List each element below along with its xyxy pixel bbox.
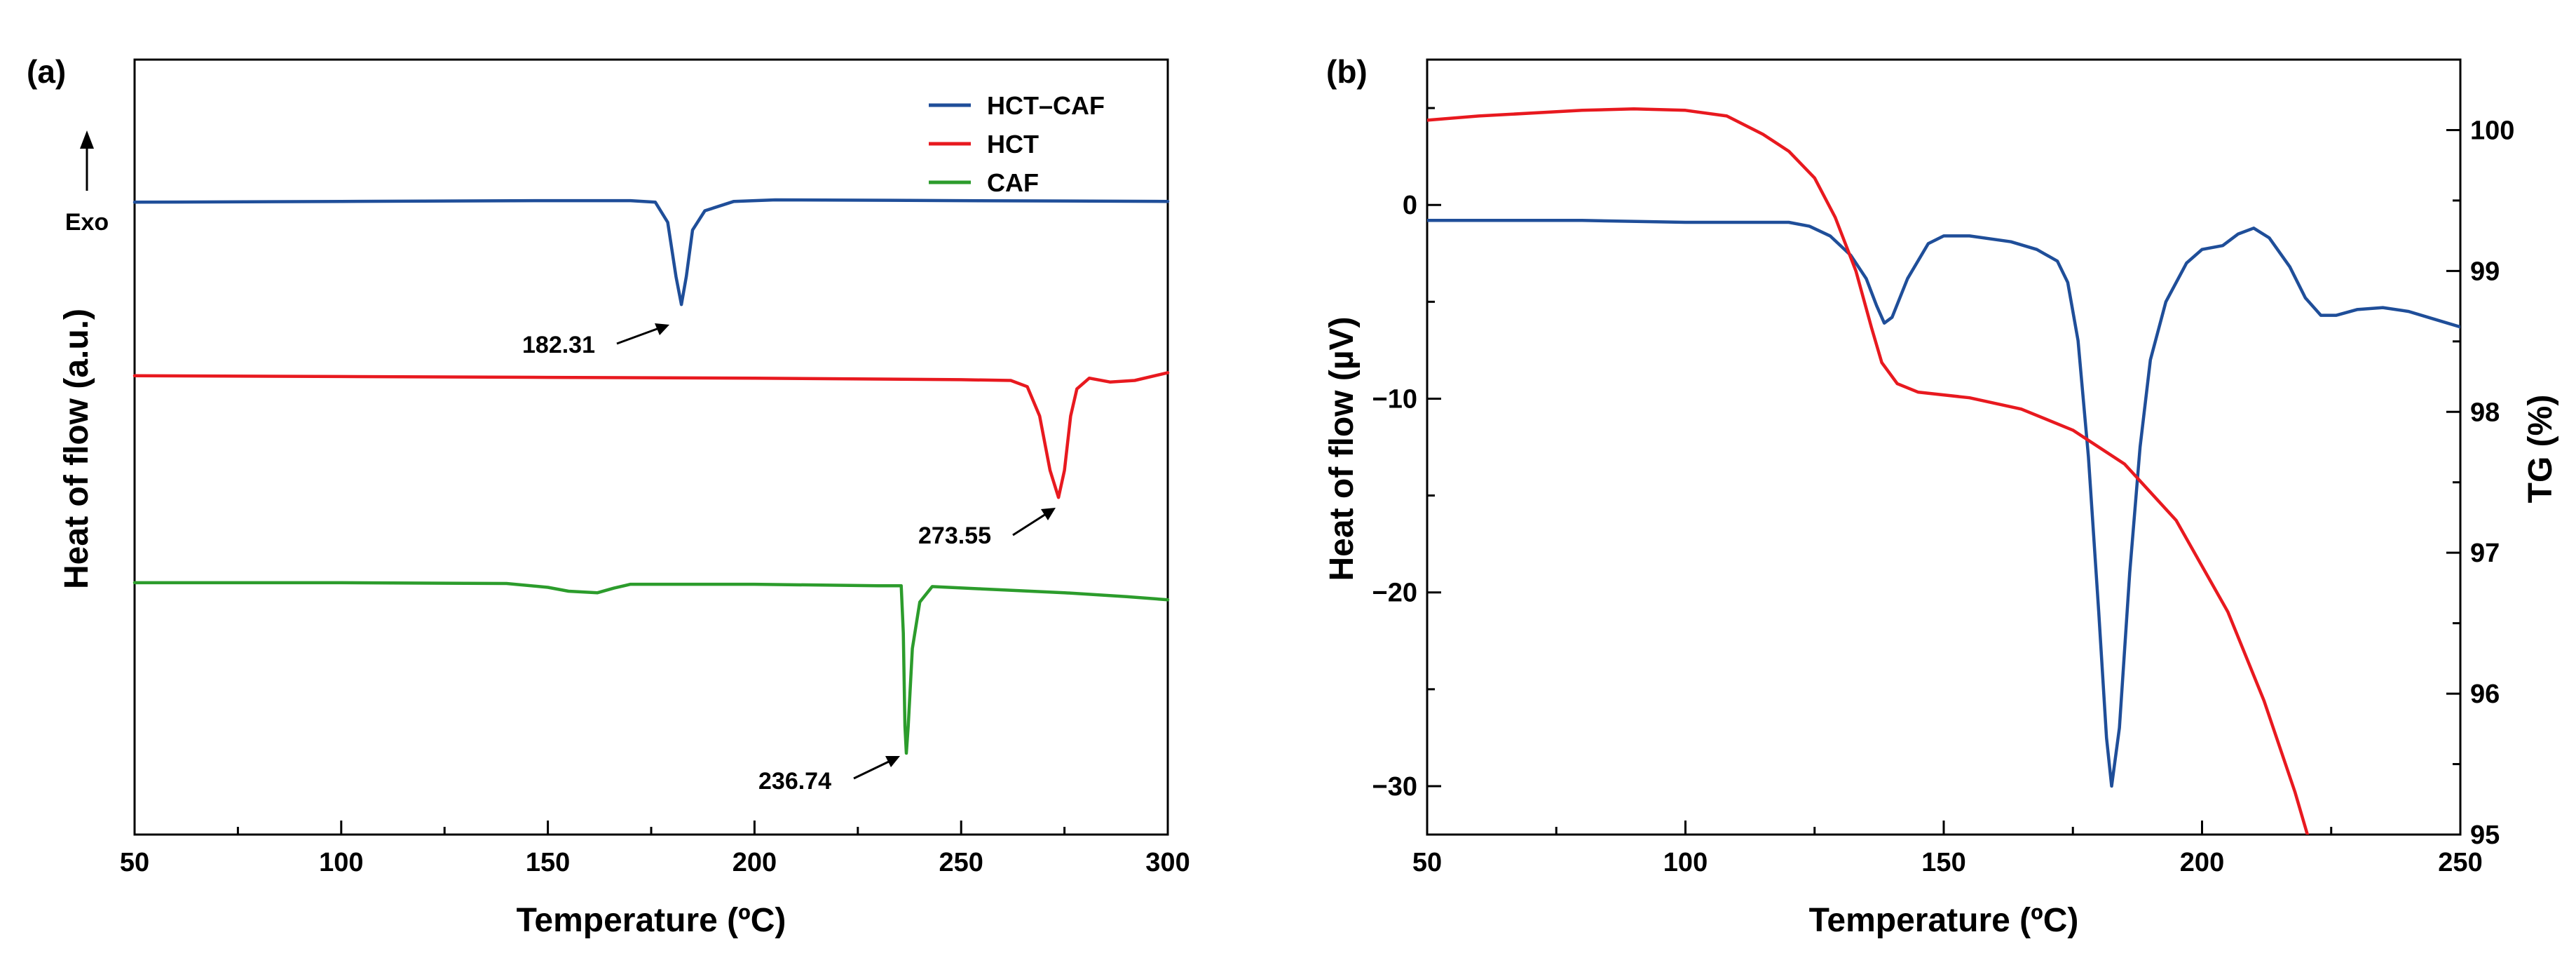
panel-b-x-ticks: 50 100 150 200 250 — [1412, 821, 2483, 877]
y2-tick-label-98: 98 — [2470, 398, 2500, 427]
annotation-236-74-arrow — [853, 760, 891, 780]
annotation-182-31-arrowhead — [655, 323, 669, 335]
x-tick-label-250: 250 — [939, 848, 983, 877]
panel-a-y-axis-label: Heat of flow (a.u.) — [58, 309, 95, 589]
annotation-182-31-arrow — [616, 327, 660, 345]
series-line-hct-caf — [132, 198, 1170, 306]
x-tick-label-b-200: 200 — [2180, 848, 2224, 877]
x-tick-label-200: 200 — [732, 848, 777, 877]
y-tick-label-0: 0 — [1403, 191, 1417, 220]
panel-b-frame — [1426, 58, 2462, 836]
annotation-182-31: 182.31 — [522, 332, 595, 358]
series-line-hct — [132, 371, 1170, 499]
y2-tick-label-97: 97 — [2470, 539, 2500, 568]
x-tick-label-50: 50 — [120, 848, 149, 877]
annotation-273-55-arrow — [1012, 513, 1047, 537]
annotation-273-55-arrowhead — [1041, 508, 1056, 520]
panel-b-series — [1427, 107, 2460, 835]
x-tick-label-150: 150 — [526, 848, 570, 877]
panel-a-x-axis-label: Temperature (ºC) — [517, 902, 786, 939]
legend-label-hct-caf: HCT–CAF — [987, 91, 1105, 120]
y-tick-label-30: −30 — [1372, 772, 1417, 802]
panel-b-x-axis-label: Temperature (ºC) — [1809, 902, 2079, 939]
x-tick-label-300: 300 — [1145, 848, 1190, 877]
legend-a: HCT–CAF HCT CAF — [929, 91, 1105, 197]
peak-annotations-a: 182.31 273.55 236.74 — [522, 323, 1056, 795]
y2-tick-label-100: 100 — [2470, 116, 2514, 145]
exo-arrow-head — [80, 130, 94, 149]
series-line-tg — [1427, 107, 2310, 835]
panel-a-label: (a) — [27, 53, 66, 90]
legend-label-caf: CAF — [987, 168, 1039, 197]
annotation-236-74: 236.74 — [758, 768, 831, 795]
y2-tick-label-95: 95 — [2470, 821, 2500, 850]
x-tick-label-b-100: 100 — [1663, 848, 1708, 877]
y-tick-label-10: −10 — [1372, 384, 1417, 414]
series-line-heat-of-flow — [1427, 219, 2460, 788]
panel-a-series — [132, 198, 1170, 755]
exo-indicator: Exo — [65, 130, 109, 236]
x-tick-label-b-150: 150 — [1921, 848, 1965, 877]
legend-label-hct: HCT — [987, 130, 1039, 158]
panel-b-y2-ticks: 95 96 97 98 99 100 — [2446, 116, 2514, 850]
annotation-273-55: 273.55 — [918, 522, 991, 549]
x-tick-label-100: 100 — [319, 848, 363, 877]
panel-b: (b) 50 100 150 200 250 0 −10 −20 −30 95 96 97 98 99… — [1323, 53, 2559, 939]
panel-a: (a) 50 100 150 200 250 300 Exo 182.31 273.55 … — [27, 53, 1190, 939]
panel-a-x-ticks: 50 100 150 200 250 300 — [120, 821, 1190, 877]
annotation-236-74-arrowhead — [885, 756, 900, 767]
panel-b-y-axis-label: Heat of flow (µV) — [1323, 317, 1361, 581]
series-line-caf — [132, 581, 1170, 755]
x-tick-label-b-250: 250 — [2438, 848, 2482, 877]
panel-b-y-ticks: 0 −10 −20 −30 — [1372, 107, 1441, 802]
y-tick-label-20: −20 — [1372, 579, 1417, 608]
x-tick-label-b-50: 50 — [1412, 848, 1442, 877]
y2-tick-label-99: 99 — [2470, 257, 2500, 286]
y2-tick-label-96: 96 — [2470, 680, 2500, 709]
exo-label: Exo — [65, 209, 109, 236]
panel-b-label: (b) — [1326, 53, 1368, 90]
panel-b-y2-axis-label: TG (%) — [2522, 395, 2559, 504]
